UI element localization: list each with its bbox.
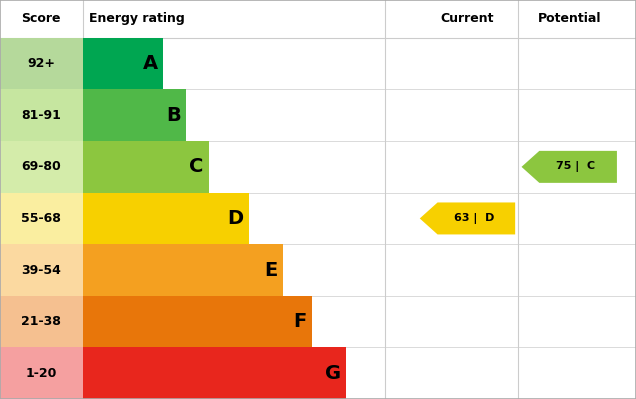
Text: 55-68: 55-68 (22, 212, 61, 225)
Bar (0, 348, 83, 399)
Bar (83, 89, 186, 141)
Text: C: C (189, 157, 204, 176)
Text: 92+: 92+ (27, 57, 55, 70)
Polygon shape (420, 202, 515, 235)
Bar (0, 141, 83, 193)
Bar (83, 193, 249, 244)
Text: A: A (142, 54, 158, 73)
Text: 63 |  D: 63 | D (453, 213, 494, 224)
Bar (83, 296, 312, 348)
Text: 75 |  C: 75 | C (556, 161, 595, 172)
Text: 69-80: 69-80 (22, 160, 61, 174)
Bar (83, 141, 209, 193)
Text: D: D (228, 209, 244, 228)
Text: 21-38: 21-38 (22, 315, 61, 328)
Polygon shape (522, 151, 617, 183)
Text: 1-20: 1-20 (25, 367, 57, 380)
Text: Potential: Potential (537, 12, 601, 26)
Text: G: G (325, 364, 341, 383)
Text: Current: Current (441, 12, 494, 26)
Text: F: F (293, 312, 307, 331)
Bar (83, 244, 283, 296)
Bar (0, 89, 83, 141)
Text: 39-54: 39-54 (22, 263, 61, 277)
Bar (0, 193, 83, 244)
Bar (0, 38, 83, 89)
Text: Energy rating: Energy rating (89, 12, 185, 26)
Text: Score: Score (22, 12, 61, 26)
Bar (0, 244, 83, 296)
Text: E: E (265, 261, 278, 280)
Bar (83, 348, 346, 399)
Text: 81-91: 81-91 (22, 109, 61, 122)
Bar (0, 296, 83, 348)
Bar (83, 38, 163, 89)
Text: B: B (166, 106, 181, 125)
